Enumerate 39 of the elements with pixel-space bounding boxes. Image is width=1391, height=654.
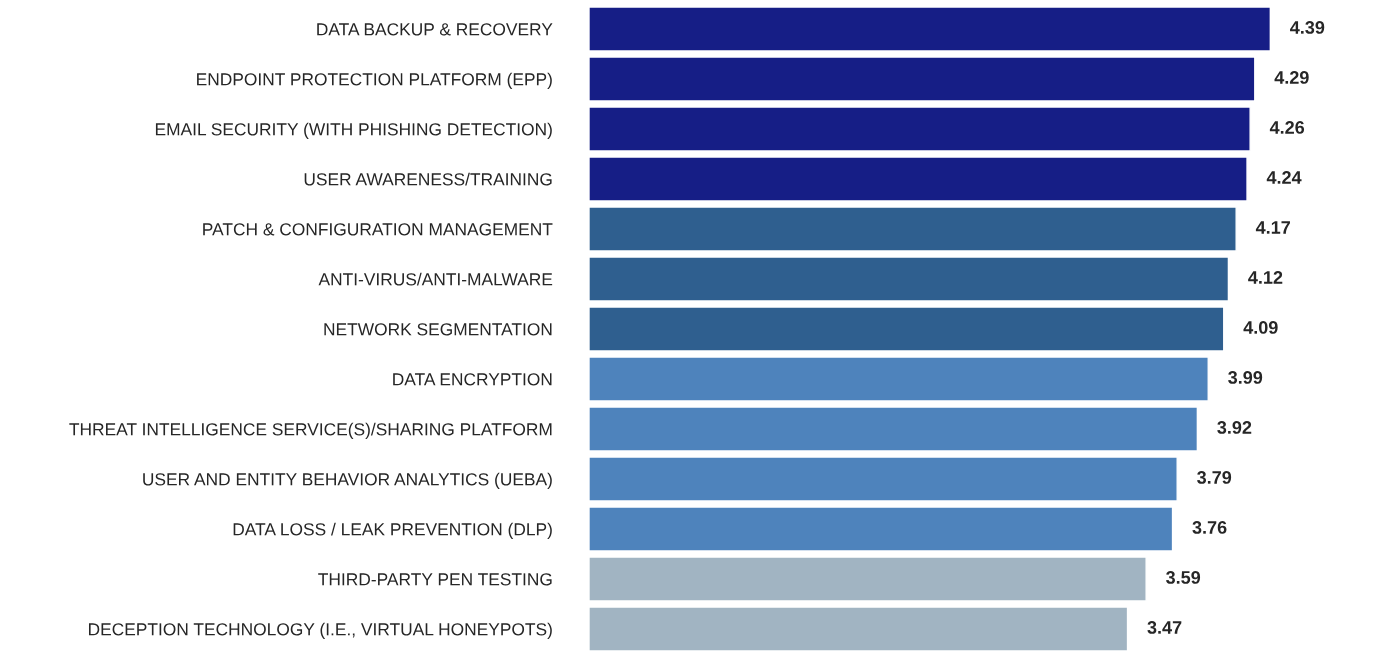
data-label: 3.92	[1217, 421, 1252, 434]
bar	[589, 306, 1225, 352]
data-label: 3.99	[1228, 371, 1263, 384]
bar	[589, 6, 1272, 52]
y-tick-label: NETWORK SEGMENTATION	[324, 323, 552, 336]
bar	[589, 606, 1129, 652]
bar	[589, 406, 1199, 452]
y-tick-label: ENDPOINT PROTECTION PLATFORM (EPP)	[197, 72, 552, 89]
y-tick-label: USER AWARENESS/TRAINING	[304, 172, 552, 186]
y-tick-label: DATA LOSS / LEAK PREVENTION (DLP)	[233, 522, 552, 539]
y-tick-label: THREAT INTELLIGENCE SERVICE(S)/SHARING PLATFORM	[69, 422, 552, 439]
y-tick-label: ANTI-VIRUS/ANTI-MALWARE	[318, 272, 553, 286]
data-label: 3.76	[1192, 521, 1227, 534]
y-tick-label: USER AND ENTITY BEHAVIOR ANALYTICS (UEBA)	[143, 472, 552, 489]
data-label: 3.59	[1166, 571, 1201, 584]
bar	[589, 56, 1256, 102]
bar	[589, 106, 1251, 152]
data-label: 4.09	[1243, 321, 1278, 334]
y-tick-label: DATA ENCRYPTION	[393, 373, 552, 386]
bar	[589, 356, 1209, 402]
bar	[589, 206, 1237, 252]
y-tick-label: DECEPTION TECHNOLOGY (I.E., VIRTUAL HONEYPOTS)	[88, 622, 552, 639]
data-label: 4.17	[1255, 221, 1290, 234]
y-tick-label: THIRD-PARTY PEN TESTING	[318, 573, 552, 586]
bar	[589, 556, 1147, 602]
y-tick-label: EMAIL SECURITY (WITH PHISHING DETECTION)	[155, 122, 552, 139]
data-label: 3.47	[1147, 621, 1182, 634]
y-tick-label: DATA BACKUP & RECOVERY	[317, 23, 553, 36]
bar	[589, 456, 1178, 502]
data-label: 4.39	[1290, 21, 1325, 34]
bar	[589, 506, 1174, 552]
bar	[589, 256, 1230, 302]
data-label: 4.12	[1248, 271, 1283, 284]
bar	[589, 156, 1248, 202]
data-label: 4.29	[1274, 71, 1309, 84]
data-label: 4.26	[1269, 121, 1305, 134]
data-label: 3.79	[1197, 471, 1232, 484]
data-label: 4.24	[1266, 171, 1302, 184]
y-tick-label: PATCH & CONFIGURATION MANAGEMENT	[203, 223, 553, 236]
